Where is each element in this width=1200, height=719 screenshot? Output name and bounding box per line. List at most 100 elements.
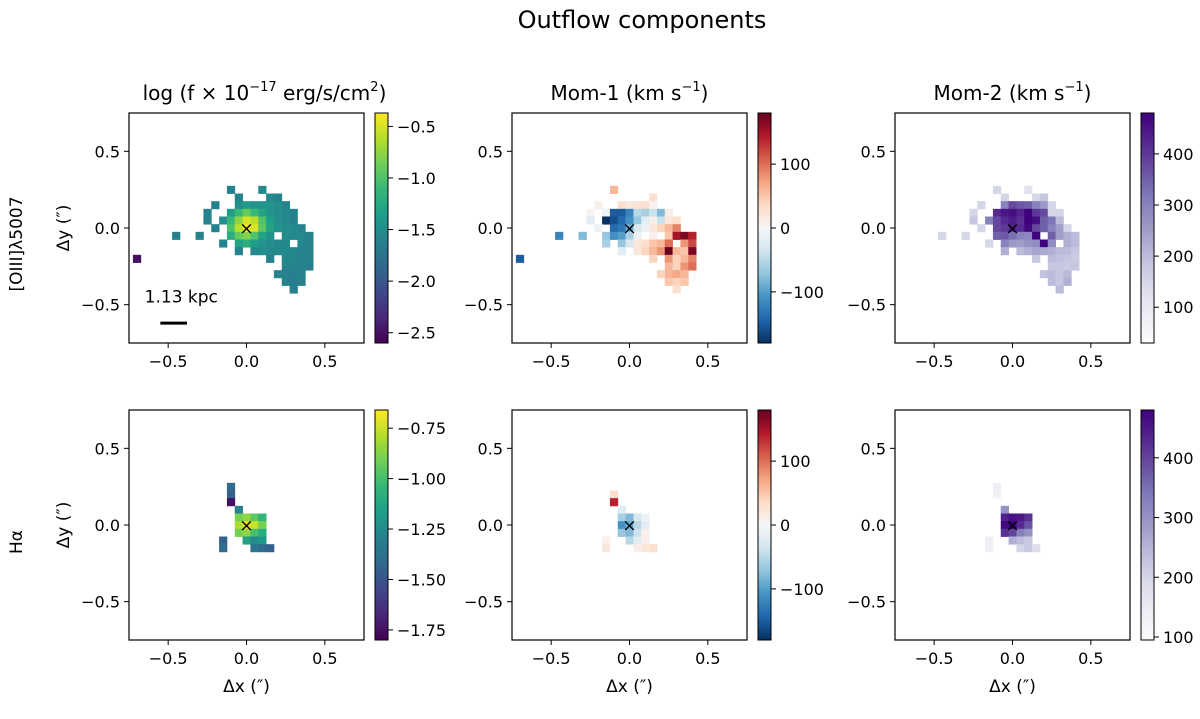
heatmap-pixel: [273, 216, 283, 225]
center-marker: ×: [1005, 219, 1019, 239]
x-tick-label: −0.5: [149, 649, 188, 668]
heatmap-pixel: [515, 254, 525, 263]
colorbar-tick-label: −1.50: [397, 570, 446, 589]
heatmap-pixel: [1008, 513, 1017, 522]
heatmap-pixel: [234, 513, 243, 522]
heatmap-pixel: [664, 231, 673, 240]
heatmap-pixel: [281, 254, 290, 263]
heatmap-pixel: [297, 239, 306, 248]
heatmap-pixel: [664, 216, 673, 225]
colorbar-tick-label: −1.5: [397, 221, 436, 240]
heatmap-pixel: [586, 216, 595, 225]
heatmap-pixel: [1055, 270, 1064, 279]
heatmap-pixel: [641, 528, 650, 537]
heatmap-pixel: [289, 247, 298, 256]
heatmap-pixel: [633, 208, 642, 217]
heatmap-pixel: [1032, 201, 1041, 210]
heatmap-pixel: [258, 216, 267, 225]
heatmap-pixel: [633, 528, 642, 537]
colorbar-tick-label: 200: [1163, 247, 1194, 266]
heatmap-pixel: [625, 536, 634, 545]
heatmap-pixel: [641, 208, 650, 217]
heatmap-pixel: [1000, 201, 1009, 210]
heatmap-pixel: [258, 224, 267, 233]
column-title-2: Mom-2 (km s−1): [934, 80, 1092, 105]
heatmap-pixel: [969, 208, 978, 217]
x-tick-label: 0.5: [695, 352, 720, 371]
x-tick-label: −0.5: [532, 649, 571, 668]
heatmap-pixel: [273, 193, 283, 202]
heatmap-pixel: [664, 224, 673, 233]
heatmap-pixel: [289, 277, 298, 286]
heatmap-pixel: [242, 216, 251, 225]
heatmap-pixel: [680, 231, 689, 240]
heatmap-pixel: [250, 513, 259, 522]
heatmap-pixel: [633, 224, 642, 233]
heatmap-pixel: [1063, 224, 1072, 233]
heatmap-pixel: [266, 216, 275, 225]
heatmap-pixel: [617, 231, 626, 240]
heatmap-pixel: [1071, 247, 1080, 256]
heatmap-pixel: [234, 193, 243, 202]
heatmap-pixel: [1039, 208, 1049, 217]
x-tick-label: 0.5: [1078, 649, 1103, 668]
y-tick-label: −0.5: [81, 593, 120, 612]
heatmap-pixel: [992, 208, 1002, 217]
center-marker: ×: [622, 219, 636, 239]
heatmap-pixel: [617, 201, 626, 210]
heatmap-pixel: [266, 239, 275, 248]
heatmap-pixel: [625, 208, 634, 217]
heatmap-pixel: [641, 216, 650, 225]
heatmap-pixel: [664, 239, 673, 248]
heatmap-pixel: [258, 521, 267, 530]
heatmap-pixel: [1039, 247, 1049, 256]
heatmap-pixel: [1016, 231, 1025, 240]
heatmap-pixel: [1024, 528, 1033, 537]
y-axis-label: Δy (″): [54, 205, 74, 252]
heatmap-pixel: [688, 247, 697, 256]
heatmap-pixel: [1071, 254, 1080, 263]
heatmap-pixel: [688, 254, 697, 263]
column-title-tail: ): [701, 81, 709, 105]
x-axis-label: Δx (″): [223, 677, 270, 697]
heatmap-pixel: [305, 247, 314, 256]
heatmap-pixel: [219, 536, 228, 545]
heatmap-pixel: [234, 208, 243, 217]
colorbar-tick-label: −1.75: [397, 621, 446, 640]
heatmap-pixel: [656, 224, 666, 233]
heatmap-pixel: [242, 224, 251, 233]
heatmap-pixel: [633, 513, 642, 522]
heatmap-pixel: [1055, 224, 1064, 233]
heatmap-pixel: [258, 544, 267, 553]
column-title-text: Mom-2 (km s: [934, 81, 1065, 105]
colorbar: [757, 409, 772, 641]
heatmap-pixel: [641, 544, 650, 553]
heatmap-pixel: [1016, 216, 1025, 225]
heatmap-pixel: [234, 216, 243, 225]
y-tick-label: 0.0: [478, 219, 503, 238]
heatmap-pixel: [195, 231, 204, 240]
heatmap-pixel: [594, 224, 603, 233]
heatmap-pixel: [1032, 247, 1041, 256]
heatmap-pixel: [1000, 216, 1009, 225]
x-tick-label: 0.5: [1078, 352, 1103, 371]
heatmap-pixel: [1032, 224, 1041, 233]
heatmap-pixel: [1024, 185, 1033, 194]
heatmap-pixel: [1047, 224, 1056, 233]
y-tick-label: −0.5: [847, 296, 886, 315]
colorbar: [757, 112, 772, 344]
panel-0-0: × −0.5 0.0 0.5 −0.5 0.0 0.5 −0.5 −1.0 −1.5 −2.0 −2.…: [54, 112, 436, 371]
heatmap-pixel: [633, 201, 642, 210]
heatmap-pixel: [1024, 536, 1033, 545]
heatmap-pixel: [211, 224, 220, 233]
heatmap-pixel: [641, 201, 650, 210]
heatmap-pixel: [1039, 193, 1049, 202]
x-axis-label: Δx (″): [606, 677, 653, 697]
heatmap-pixel: [992, 482, 1002, 491]
y-tick-label: 0.5: [861, 439, 886, 458]
heatmap-pixel: [1047, 270, 1056, 279]
y-tick-label: 0.5: [95, 142, 120, 161]
heatmap-pixel: [211, 201, 220, 210]
heatmap-pixel: [625, 528, 634, 537]
heatmap-pixel: [289, 270, 298, 279]
